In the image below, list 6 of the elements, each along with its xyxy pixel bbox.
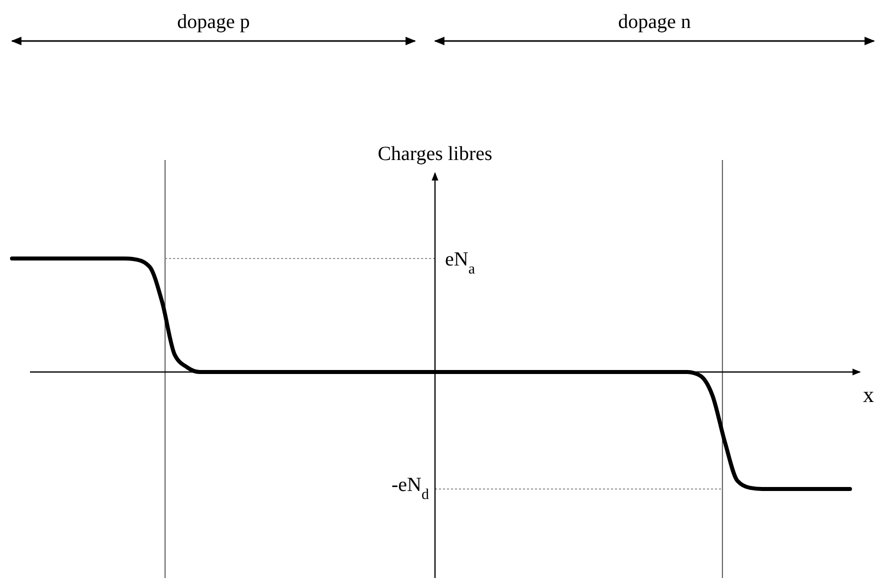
- text: dopage n: [618, 11, 691, 33]
- y-axis-title: Charges libres: [378, 143, 493, 165]
- ref-line-label: eN$_{a}$: [445, 248, 476, 278]
- text: dopage p: [177, 11, 250, 33]
- ref-line-label: -eN$_{d}$: [392, 474, 430, 503]
- x-axis-title: x: [863, 382, 874, 407]
